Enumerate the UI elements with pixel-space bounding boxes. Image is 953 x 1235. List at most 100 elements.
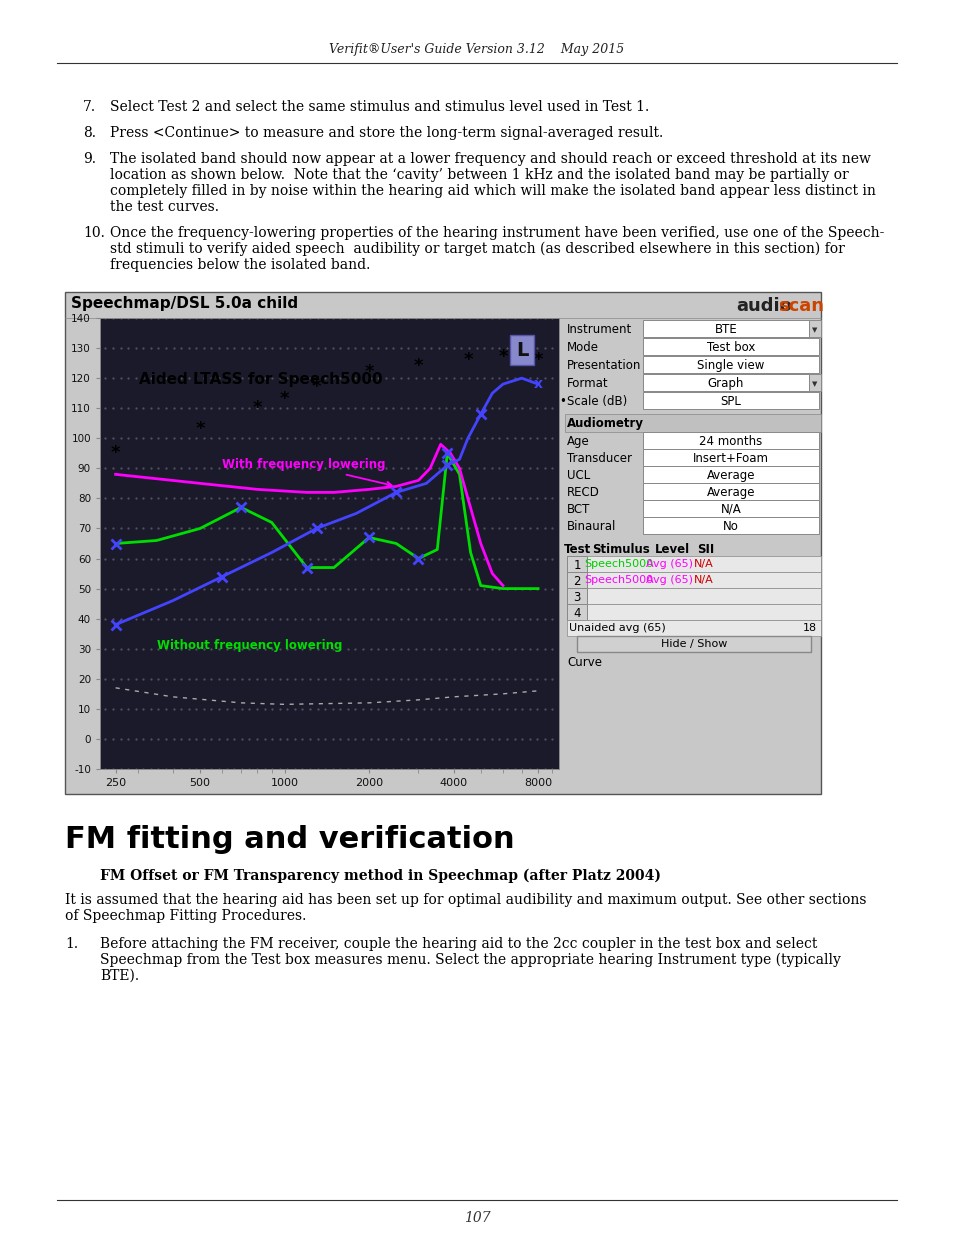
Bar (642, 432, 818, 450)
Bar (566, 604, 586, 620)
Text: ▼: ▼ (811, 382, 817, 387)
Text: 4: 4 (573, 606, 580, 620)
Bar (566, 588, 586, 604)
Text: Select Test 2 and select the same stimulus and stimulus level used in Test 1.: Select Test 2 and select the same stimul… (110, 100, 649, 114)
Text: *: * (525, 345, 535, 363)
Text: N/A: N/A (694, 559, 713, 569)
Text: *: * (414, 357, 423, 375)
Text: Transducer: Transducer (566, 452, 631, 466)
Text: Curve: Curve (566, 656, 601, 669)
Text: std stimuli to verify aided speech  audibility or target match (as described els: std stimuli to verify aided speech audib… (110, 242, 844, 257)
Text: Unaided avg (65): Unaided avg (65) (568, 622, 665, 634)
Text: *: * (195, 420, 205, 438)
Bar (566, 572, 586, 588)
Text: Aided LTASS for Speech5000: Aided LTASS for Speech5000 (139, 372, 382, 387)
Text: Verifit®User's Guide Version 3.12    May 2015: Verifit®User's Guide Version 3.12 May 20… (329, 43, 624, 57)
Text: FM fitting and verification: FM fitting and verification (65, 825, 514, 853)
Text: FM Offset or FM Transparency method in Speechmap (after Platz 2004): FM Offset or FM Transparency method in S… (100, 869, 660, 883)
Text: completely filled in by noise within the hearing aid which will make the isolate: completely filled in by noise within the… (110, 184, 875, 198)
Text: x: x (533, 377, 542, 391)
Bar (564, 414, 821, 432)
Text: No: No (722, 520, 739, 534)
Bar (566, 588, 821, 604)
Text: Avg (65): Avg (65) (646, 576, 693, 585)
Text: Test: Test (564, 543, 591, 556)
Text: 1: 1 (573, 559, 580, 572)
Text: ▼: ▼ (811, 327, 817, 333)
Text: Audiometry: Audiometry (566, 417, 643, 430)
Text: The isolated band should now appear at a lower frequency and should reach or exc: The isolated band should now appear at a… (110, 152, 870, 165)
Text: Average: Average (706, 487, 755, 499)
Text: frequencies below the isolated band.: frequencies below the isolated band. (110, 258, 370, 272)
Text: Test box: Test box (706, 341, 755, 354)
Text: *: * (312, 378, 321, 396)
Text: 3: 3 (573, 592, 580, 604)
Text: *: * (253, 399, 262, 417)
Bar (642, 320, 808, 337)
Text: Without frequency lowering: Without frequency lowering (156, 638, 341, 652)
Text: Scale (dB): Scale (dB) (566, 395, 626, 408)
Text: It is assumed that the hearing aid has been set up for optimal audibility and ma: It is assumed that the hearing aid has b… (65, 893, 865, 906)
Text: Speechmap from the Test box measures menu. Select the appropriate hearing Instru: Speechmap from the Test box measures men… (100, 953, 840, 967)
Bar (566, 556, 586, 572)
Bar (808, 374, 821, 391)
Text: 9.: 9. (83, 152, 96, 165)
Text: Age: Age (566, 435, 589, 448)
Text: Instrument: Instrument (566, 324, 632, 336)
Bar (577, 636, 810, 652)
Text: scan: scan (778, 296, 823, 315)
Text: 10.: 10. (83, 226, 105, 240)
Text: L: L (516, 341, 528, 359)
Bar (808, 320, 821, 337)
Text: Binaural: Binaural (566, 520, 616, 534)
Text: Stimulus: Stimulus (592, 543, 649, 556)
Text: *: * (279, 390, 289, 409)
Bar (642, 483, 818, 500)
Text: 7.: 7. (83, 100, 96, 114)
Text: SII: SII (697, 543, 714, 556)
Bar (642, 450, 818, 466)
Bar (642, 374, 808, 391)
Text: Graph: Graph (707, 377, 743, 390)
Text: BTE: BTE (714, 324, 737, 336)
Bar (642, 356, 818, 373)
Text: N/A: N/A (694, 576, 713, 585)
Text: •: • (558, 395, 565, 408)
Text: Presentation: Presentation (566, 359, 640, 372)
Text: With frequency lowering: With frequency lowering (222, 458, 391, 487)
Text: UCL: UCL (566, 469, 590, 482)
Text: 2: 2 (573, 576, 580, 588)
Bar (642, 500, 818, 517)
Text: *: * (111, 445, 120, 462)
Text: 8.: 8. (83, 126, 96, 140)
Text: Before attaching the FM receiver, couple the hearing aid to the 2cc coupler in t: Before attaching the FM receiver, couple… (100, 937, 817, 951)
Text: Once the frequency-lowering properties of the hearing instrument have been verif: Once the frequency-lowering properties o… (110, 226, 883, 240)
Text: N/A: N/A (720, 503, 740, 516)
Text: 18: 18 (802, 622, 816, 634)
Text: SPL: SPL (720, 395, 740, 408)
Text: Average: Average (706, 469, 755, 482)
Text: RECD: RECD (566, 487, 599, 499)
Text: audio: audio (735, 296, 791, 315)
Text: BTE).: BTE). (100, 969, 139, 983)
Text: 107: 107 (463, 1212, 490, 1225)
Text: 24 months: 24 months (699, 435, 761, 448)
Text: Hide / Show: Hide / Show (660, 638, 726, 650)
Text: Single view: Single view (697, 359, 764, 372)
Text: location as shown below.  Note that the ‘cavity’ between 1 kHz and the isolated : location as shown below. Note that the ‘… (110, 168, 848, 182)
Bar (65, 291, 821, 794)
Text: of Speechmap Fitting Procedures.: of Speechmap Fitting Procedures. (65, 909, 306, 923)
Bar (566, 604, 821, 620)
Text: Insert+Foam: Insert+Foam (692, 452, 768, 466)
Bar (566, 556, 821, 572)
Text: BCT: BCT (566, 503, 590, 516)
Text: Speech5000: Speech5000 (584, 559, 653, 569)
Bar (642, 391, 818, 409)
Text: Speech5000: Speech5000 (584, 576, 653, 585)
Text: Level: Level (654, 543, 689, 556)
Bar (566, 620, 821, 636)
Text: *: * (497, 348, 507, 366)
Bar (642, 517, 818, 534)
Text: Speechmap/DSL 5.0a child: Speechmap/DSL 5.0a child (71, 296, 297, 311)
Bar (642, 338, 818, 354)
